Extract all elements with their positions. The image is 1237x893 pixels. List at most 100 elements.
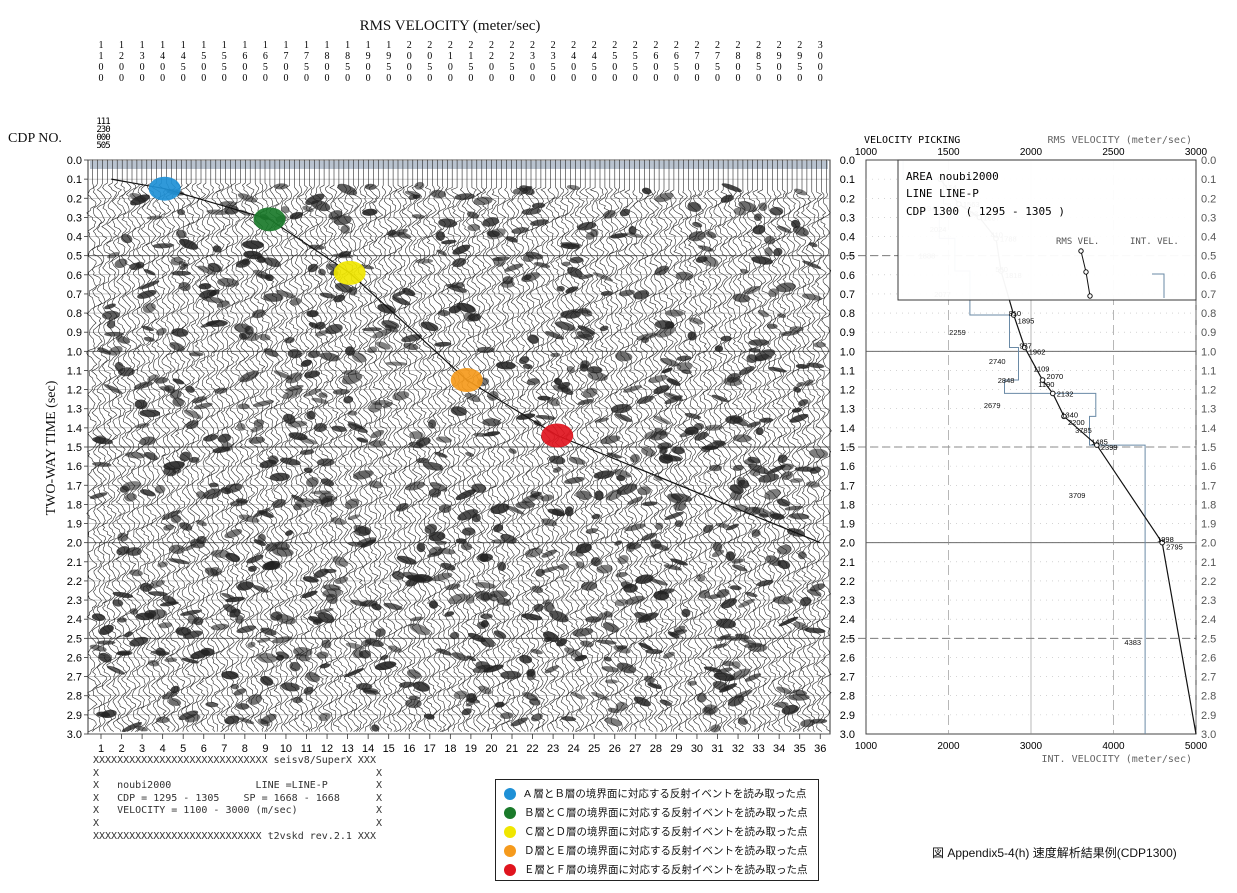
- wiggle-fill: [776, 686, 793, 695]
- wiggle-fill: [541, 566, 560, 573]
- wiggle-fill: [347, 410, 358, 416]
- wiggle-fill: [282, 413, 296, 424]
- wiggle-fill: [159, 386, 172, 392]
- wiggle-fill: [179, 451, 191, 462]
- wiggle-fill: [569, 256, 584, 264]
- wiggle-fill: [290, 297, 302, 306]
- cdp-tick-label: 23: [547, 743, 559, 755]
- wiggle-fill: [106, 665, 125, 675]
- wiggle-fill: [340, 224, 351, 234]
- wiggle-fill: [348, 286, 358, 296]
- wiggle-fill: [147, 660, 160, 667]
- wiggle-fill: [610, 233, 628, 239]
- wiggle-fill: [705, 440, 726, 450]
- seismic-trace: [293, 159, 305, 732]
- wiggle-fill: [687, 331, 697, 341]
- vp-y-tick-right: 2.5: [1201, 633, 1216, 645]
- wiggle-fill: [134, 725, 148, 732]
- wiggle-fill: [396, 502, 409, 512]
- wiggle-fill: [542, 631, 560, 643]
- wiggle-fill: [362, 689, 380, 695]
- wiggle-fill: [271, 636, 293, 644]
- wiggle-fill: [163, 467, 177, 477]
- wiggle-fill: [731, 564, 748, 572]
- wiggle-fill: [804, 627, 826, 634]
- wiggle-fill: [535, 568, 545, 577]
- wiggle-fill: [526, 378, 540, 386]
- wiggle-fill: [626, 542, 642, 550]
- cdp-header-row: 505: [96, 141, 110, 151]
- pick-marker-e-f: [541, 423, 574, 448]
- wiggle-fill: [142, 302, 156, 313]
- wiggle-fill: [576, 490, 593, 501]
- wiggle-fill: [809, 448, 829, 459]
- cdp-tick-label: 4: [160, 743, 166, 755]
- wiggle-fill: [237, 581, 254, 591]
- wiggle-fill: [332, 556, 349, 567]
- wiggle-fill: [413, 681, 430, 692]
- vp-y-tick-right: 1.2: [1201, 385, 1216, 397]
- gather-y-tick: 1.8: [67, 499, 82, 511]
- wiggle-fill: [665, 309, 684, 317]
- wiggle-fill: [98, 652, 112, 663]
- wiggle-fill: [726, 523, 739, 531]
- wiggle-fill: [235, 614, 244, 624]
- seismic-trace: [115, 159, 128, 732]
- wiggle-fill: [613, 469, 632, 478]
- wiggle-fill: [401, 334, 423, 343]
- wiggle-fill: [362, 208, 378, 216]
- wiggle-fill: [420, 321, 439, 332]
- wiggle-fill: [552, 466, 562, 473]
- wiggle-fill: [604, 717, 623, 727]
- rms-point-label: 2399: [1101, 443, 1118, 452]
- wiggle-fill: [408, 441, 424, 449]
- wiggle-fill: [510, 717, 528, 727]
- wiggle-fill: [187, 614, 198, 625]
- wiggle-fill: [96, 711, 110, 718]
- wiggle-fill: [247, 641, 256, 648]
- wiggle-fill: [326, 593, 338, 605]
- wiggle-fill: [179, 238, 199, 250]
- wiggle-fill: [230, 683, 240, 690]
- pick-marker-b-c: [253, 207, 286, 232]
- wiggle-fill: [533, 262, 551, 268]
- wiggle-fill: [396, 231, 412, 239]
- wiggle-fill: [493, 630, 507, 639]
- rms-velocity-point: [1039, 377, 1046, 383]
- wiggle-fill: [195, 519, 207, 527]
- wiggle-fill: [715, 522, 729, 528]
- wiggle-fill: [641, 187, 652, 195]
- vp-y-tick-left: 2.4: [840, 614, 855, 626]
- cdp-tick-label: 25: [588, 743, 600, 755]
- wiggle-fill: [703, 256, 719, 267]
- wiggle-fill: [457, 509, 479, 521]
- wiggle-fill: [525, 251, 544, 260]
- wiggle-fill: [465, 594, 475, 604]
- wiggle-fill: [768, 288, 779, 298]
- wiggle-fill: [530, 648, 543, 655]
- pick-marker-d-e: [450, 368, 483, 393]
- cdp-tick-label: 11: [301, 743, 312, 755]
- cdp-tick-label: 18: [444, 743, 456, 755]
- wiggle-fill: [687, 680, 698, 686]
- wiggle-fill: [521, 208, 542, 215]
- seismic-trace: [100, 159, 113, 732]
- wiggle-fill: [229, 608, 241, 618]
- wiggle-fill: [308, 616, 323, 624]
- wiggle-fill: [688, 317, 704, 325]
- wiggle-fill: [180, 609, 202, 616]
- wiggle-fill: [803, 379, 814, 387]
- gather-y-tick: 2.6: [67, 652, 82, 664]
- wiggle-fill: [462, 527, 476, 536]
- seismic-trace: [391, 159, 403, 732]
- vp-y-tick-left: 0.1: [840, 174, 855, 186]
- wiggle-fill: [262, 560, 281, 571]
- wiggle-fill: [189, 456, 200, 463]
- wiggle-fill: [135, 423, 150, 429]
- wiggle-fill: [527, 334, 540, 344]
